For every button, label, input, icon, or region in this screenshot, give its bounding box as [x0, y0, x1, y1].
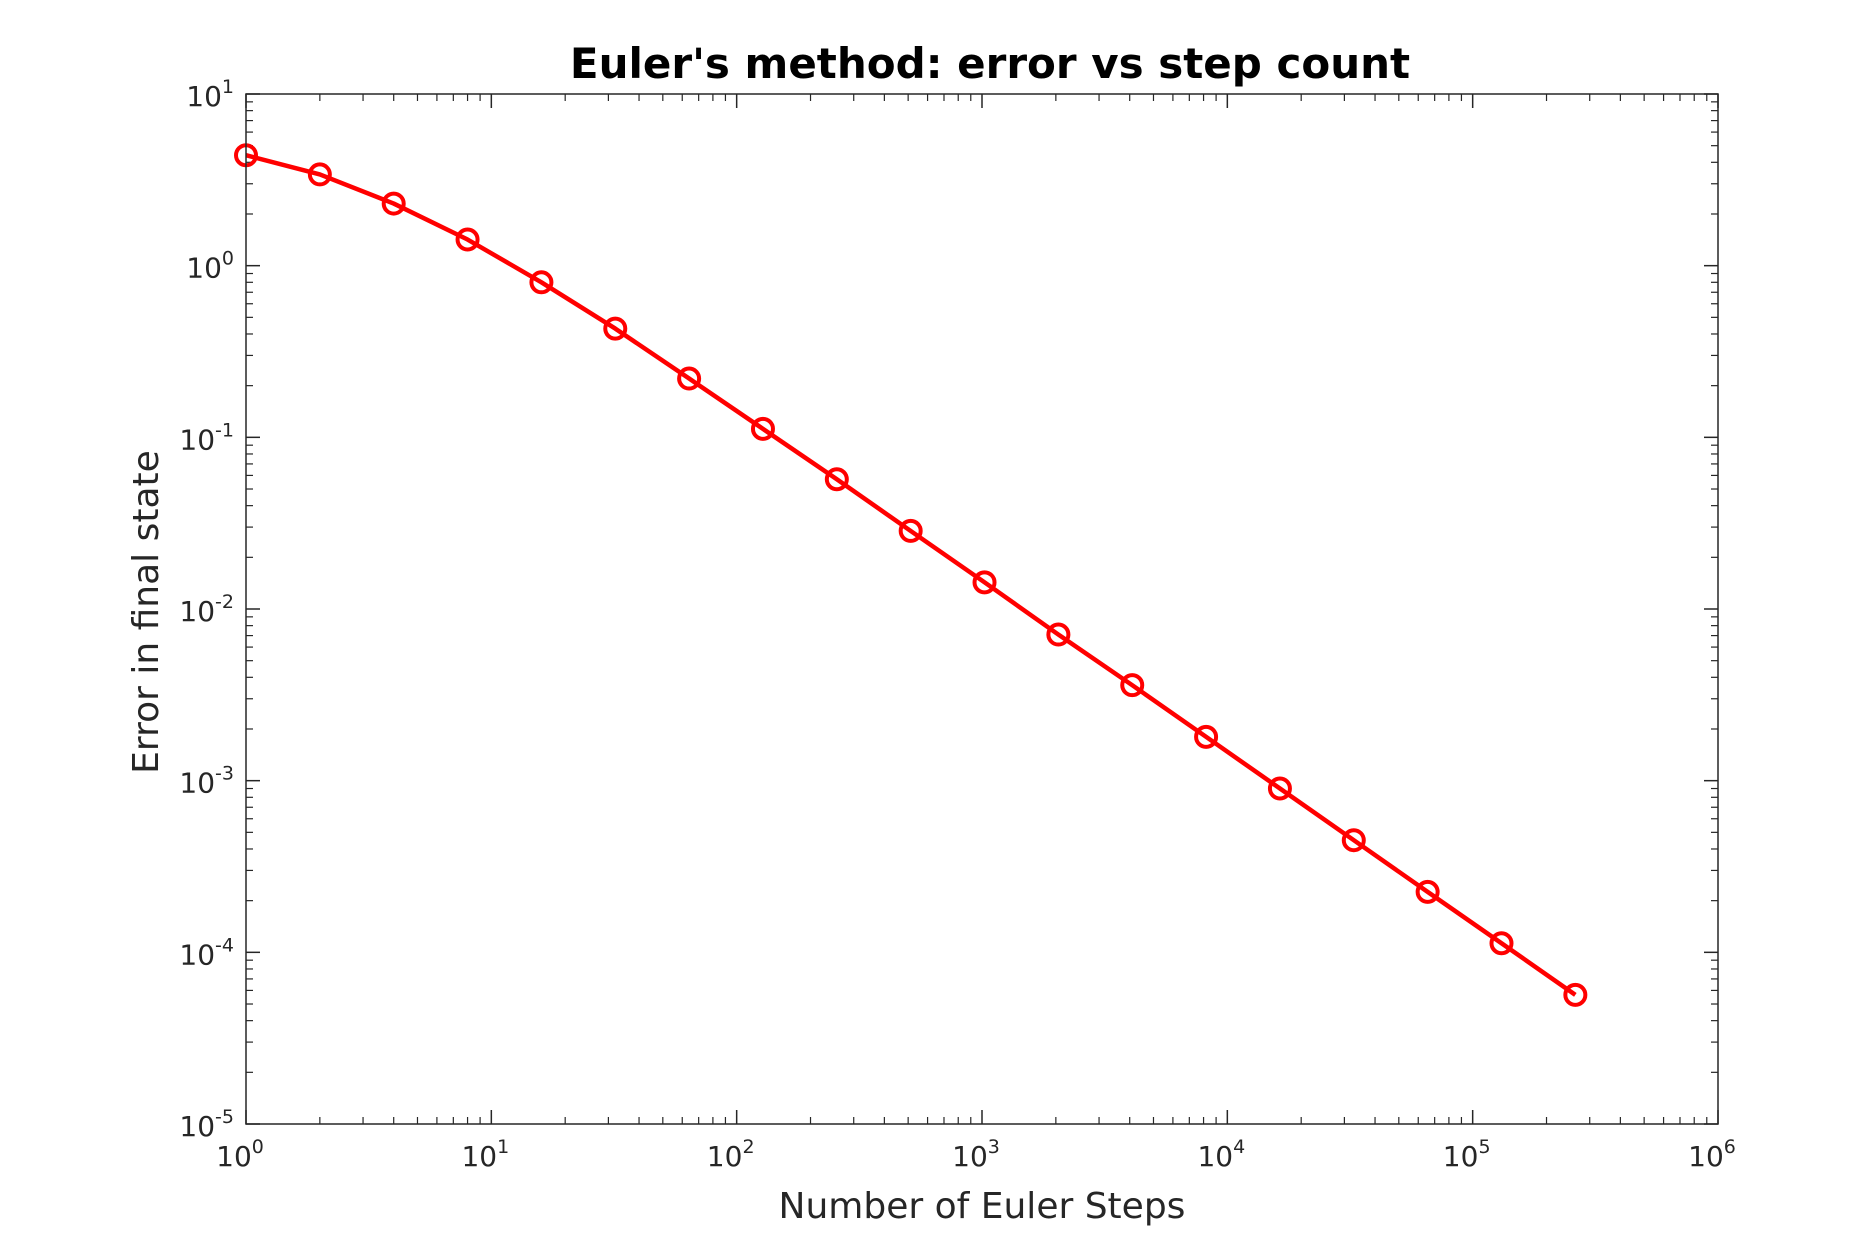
x-tick-label: 105	[1443, 1136, 1491, 1173]
y-tick-labels: 101 100 10-1 10-2 10-3 10-4 10-5	[179, 76, 234, 1143]
x-tick-labels: 100 101 102 103 104 105 106	[216, 1136, 1736, 1173]
data-point	[972, 570, 997, 595]
data-point	[455, 227, 480, 252]
y-tick-label: 101	[186, 76, 234, 113]
data-point	[529, 270, 554, 295]
x-tick-label: 101	[461, 1136, 509, 1173]
data-point	[898, 518, 923, 543]
data-point	[677, 366, 702, 391]
x-tick-label: 100	[216, 1136, 264, 1173]
series-line	[245, 153, 1577, 997]
plot-area	[246, 94, 1718, 1124]
data-point	[750, 416, 775, 441]
data-point	[381, 191, 406, 216]
y-tick-label: 10-3	[179, 763, 234, 800]
x-axis-label: Number of Euler Steps	[779, 1186, 1186, 1227]
minor-ticks	[246, 94, 1718, 1124]
chart-title: Euler's method: error vs step count	[570, 39, 1410, 88]
data-point	[824, 467, 849, 492]
y-axis-label: Error in final state	[126, 450, 167, 774]
y-tick-label: 10-2	[179, 591, 234, 628]
x-tick-label: 106	[1688, 1136, 1736, 1173]
y-tick-label: 100	[186, 248, 234, 285]
y-tick-label: 10-5	[179, 1106, 234, 1143]
data-point	[1341, 828, 1366, 853]
data-point	[1563, 982, 1588, 1007]
data-point	[1194, 724, 1219, 749]
y-tick-label: 10-1	[179, 419, 234, 456]
x-tick-label: 102	[707, 1136, 755, 1173]
data-point	[1489, 931, 1514, 956]
data-point	[1415, 879, 1440, 904]
data-point	[1267, 776, 1292, 801]
plot-frame	[245, 93, 1719, 1125]
data-point	[1120, 673, 1145, 698]
data-point	[603, 316, 628, 341]
x-tick-label: 103	[952, 1136, 1000, 1173]
x-tick-label: 104	[1197, 1136, 1245, 1173]
data-point	[1046, 622, 1071, 647]
data-point	[307, 162, 332, 187]
series-layer	[234, 143, 1588, 1007]
y-tick-label: 10-4	[179, 934, 234, 971]
